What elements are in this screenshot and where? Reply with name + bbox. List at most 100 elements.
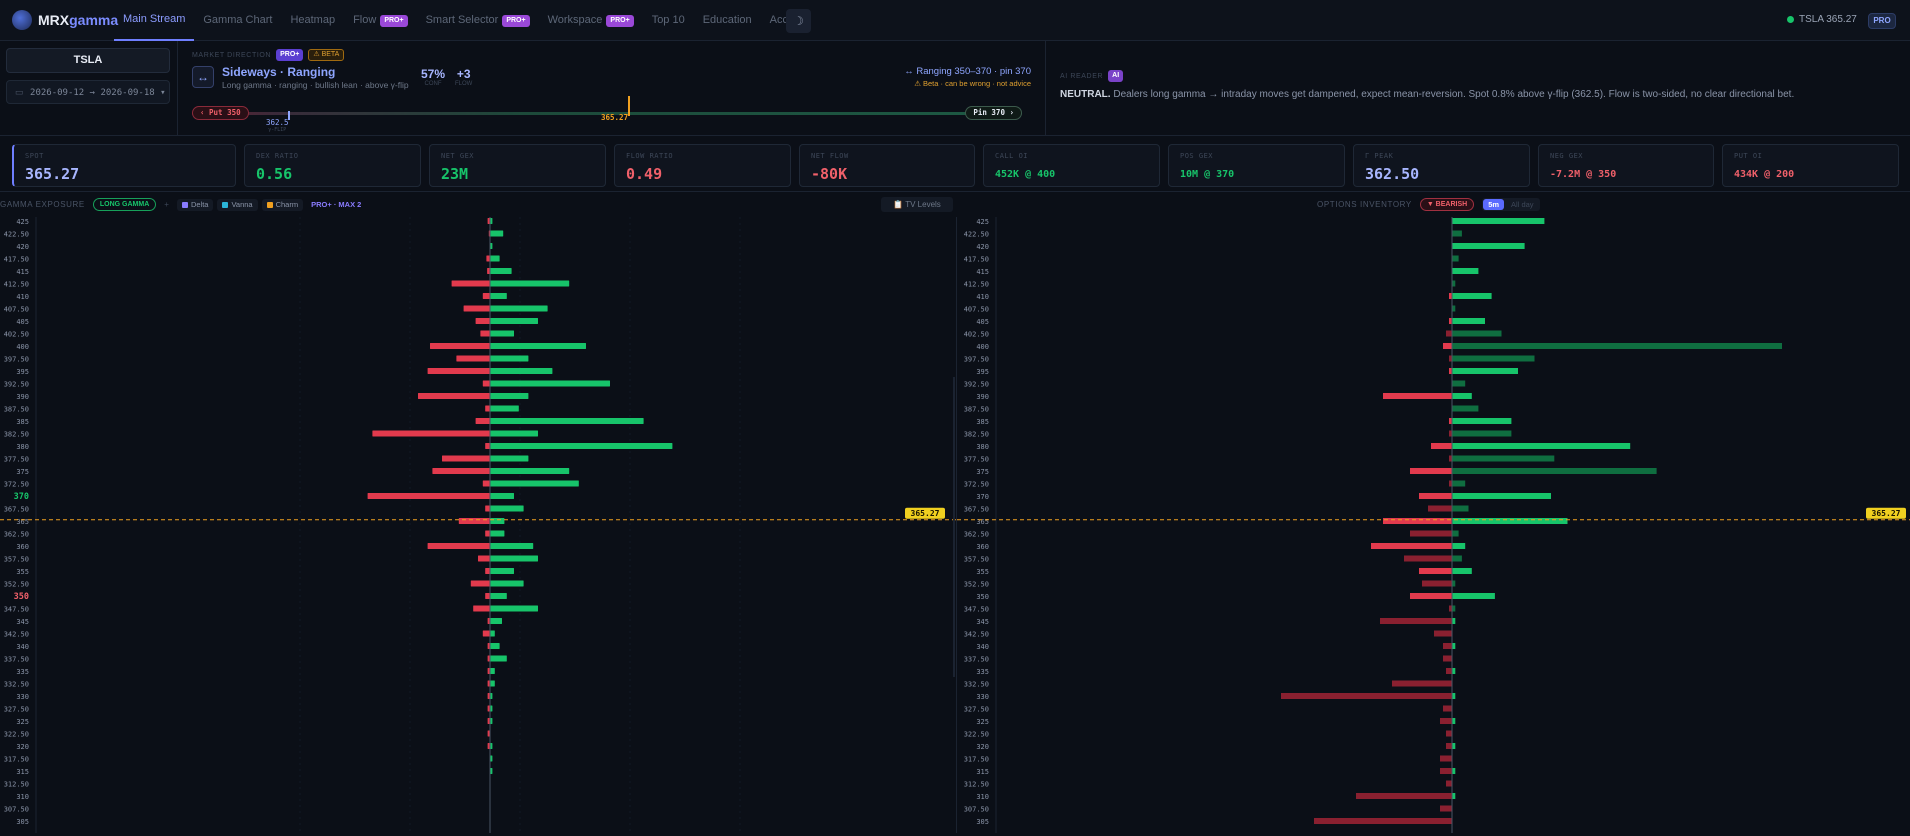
gamma-positive-bar — [490, 468, 570, 474]
legend-toggle-charm[interactable]: Charm — [261, 198, 304, 211]
inventory-strike-label: 357.50 — [964, 556, 989, 564]
nav-item-label: Heatmap — [290, 14, 336, 26]
inventory-put-bar — [1440, 755, 1452, 762]
gamma-positive-bar — [490, 255, 500, 262]
put-wall-pill[interactable]: ‹ Put 350 — [192, 106, 249, 120]
inventory-strike-label: 392.50 — [964, 381, 989, 389]
market-direction-header: MARKET DIRECTION PRO+ ⚠ BETA — [192, 49, 345, 61]
pro-plus-badge: PRO+ — [276, 49, 304, 61]
moon-icon: ☽ — [793, 14, 804, 28]
nav-item-smart-selector[interactable]: Smart Selector PRO+ — [417, 0, 539, 41]
gamma-negative-bar — [487, 730, 490, 737]
inventory-call-bar — [1452, 418, 1512, 424]
legend-toggle-vanna[interactable]: Vanna — [217, 198, 258, 211]
gamma-positive-bar — [490, 330, 514, 337]
inventory-call-bar — [1452, 605, 1456, 612]
inventory-call-bar — [1452, 280, 1456, 287]
inventory-call-bar — [1452, 330, 1502, 337]
flow-score-label: FLOW — [455, 81, 473, 87]
gamma-negative-bar — [458, 518, 490, 524]
gamma-negative-bar — [485, 443, 490, 449]
theme-toggle-button[interactable]: ☽ — [786, 9, 811, 33]
gamma-strike-label: 407.50 — [4, 306, 29, 314]
beta-badge: ⚠ BETA — [308, 49, 345, 61]
confidence-metric: 57% CONF — [421, 67, 445, 87]
gamma-strike-label: 315 — [16, 768, 29, 776]
nav-item-workspace[interactable]: Workspace PRO+ — [539, 0, 643, 41]
nav-item-education[interactable]: Education — [694, 0, 761, 41]
gamma-strike-label: 335 — [16, 668, 29, 676]
legend-swatch — [222, 201, 229, 208]
inventory-strike-label: 380 — [976, 443, 989, 451]
gamma-strike-label: 340 — [16, 643, 29, 651]
inventory-put-bar — [1446, 743, 1452, 749]
gamma-negative-bar — [442, 455, 490, 462]
nav-item-gamma-chart[interactable]: Gamma Chart — [194, 0, 281, 41]
stat-card-net-gex: NET GEX 23M — [429, 144, 606, 187]
range-track: ‹ Put 350 Pin 370 › — [192, 96, 1022, 120]
nav-item-flow[interactable]: Flow PRO+ — [344, 0, 417, 41]
inventory-strike-label: 375 — [976, 468, 989, 476]
stat-card-value: 10M @ 370 — [1180, 169, 1235, 180]
inventory-strike-label: 415 — [976, 268, 989, 276]
gamma-negative-bar — [475, 418, 490, 424]
gamma-positive-bar — [490, 243, 493, 249]
symbol-input[interactable]: TSLA — [6, 48, 170, 73]
gamma-negative-bar — [482, 630, 490, 637]
calendar-icon: ▭ — [15, 87, 24, 97]
inventory-strike-label: 367.50 — [964, 506, 989, 514]
gamma-negative-bar — [485, 568, 490, 574]
gamma-positive-bar — [490, 680, 495, 687]
sideways-icon: ↔ — [192, 66, 214, 88]
inventory-strike-label: 330 — [976, 693, 989, 701]
gamma-positive-bar — [490, 618, 502, 624]
inventory-call-bar — [1452, 455, 1555, 462]
confidence-label: CONF — [424, 81, 442, 87]
timeframe-5m-button[interactable]: 5m — [1483, 199, 1505, 210]
inventory-call-bar — [1452, 393, 1472, 399]
inventory-put-bar — [1446, 780, 1452, 787]
inventory-put-bar — [1410, 530, 1452, 537]
gamma-negative-bar — [485, 405, 490, 412]
legend-plus-icon: + — [164, 200, 169, 209]
inventory-strike-label: 407.50 — [964, 306, 989, 314]
tv-levels-button[interactable]: 📋 TV Levels — [881, 197, 953, 212]
inventory-strike-label: 417.50 — [964, 256, 989, 264]
inventory-put-bar — [1281, 693, 1452, 699]
ai-reader-panel: AI READER AI NEUTRAL. Dealers long gamma… — [1046, 41, 1910, 135]
gamma-strike-label: 385 — [16, 418, 29, 426]
range-track-line — [192, 112, 1022, 115]
nav-item-main-stream[interactable]: Main Stream — [114, 0, 195, 41]
gamma-positive-bar — [490, 630, 495, 637]
date-range-picker[interactable]: ▭ 2026-09-12 → 2026-09-18 ▾ — [6, 80, 170, 104]
gamma-strike-label: 392.50 — [4, 381, 29, 389]
ai-reader-header: AI READER AI — [1060, 70, 1124, 82]
brand-logo[interactable]: MRX gamma — [12, 10, 118, 30]
gamma-strike-label: 422.50 — [4, 231, 29, 239]
gamma-positive-bar — [490, 543, 534, 549]
plan-badge[interactable]: PRO — [1868, 13, 1896, 29]
stat-card-net-flow: NET FLOW -80K — [799, 144, 975, 187]
legend-toggle-delta[interactable]: Delta — [176, 198, 214, 211]
flow-score-value: +3 — [456, 67, 471, 81]
inventory-strike-label: 362.50 — [964, 531, 989, 539]
gamma-positive-bar — [490, 293, 507, 299]
stat-card-label: Γ PEAK — [1365, 152, 1394, 160]
nav-item-top-10[interactable]: Top 10 — [643, 0, 694, 41]
timeframe-all-day-button[interactable]: All day — [1511, 200, 1534, 209]
gamma-negative-bar — [482, 480, 490, 487]
gamma-positive-bar — [490, 743, 493, 749]
gamma-strike-label: 387.50 — [4, 406, 29, 414]
inventory-call-bar — [1452, 793, 1456, 799]
nav-item-heatmap[interactable]: Heatmap — [281, 0, 344, 41]
pin-pill[interactable]: Pin 370 › — [965, 106, 1022, 120]
gamma-positive-bar — [490, 405, 519, 412]
inventory-put-bar — [1440, 768, 1452, 774]
market-regime-title: Sideways · Ranging — [222, 65, 336, 79]
gamma-strike-label: 375 — [16, 468, 29, 476]
inventory-strike-label: 322.50 — [964, 731, 989, 739]
stat-card-label: NET GEX — [441, 152, 475, 160]
inventory-strike-label: 320 — [976, 743, 989, 751]
stat-card-value: 0.49 — [626, 165, 663, 183]
inventory-strike-label: 342.50 — [964, 631, 989, 639]
